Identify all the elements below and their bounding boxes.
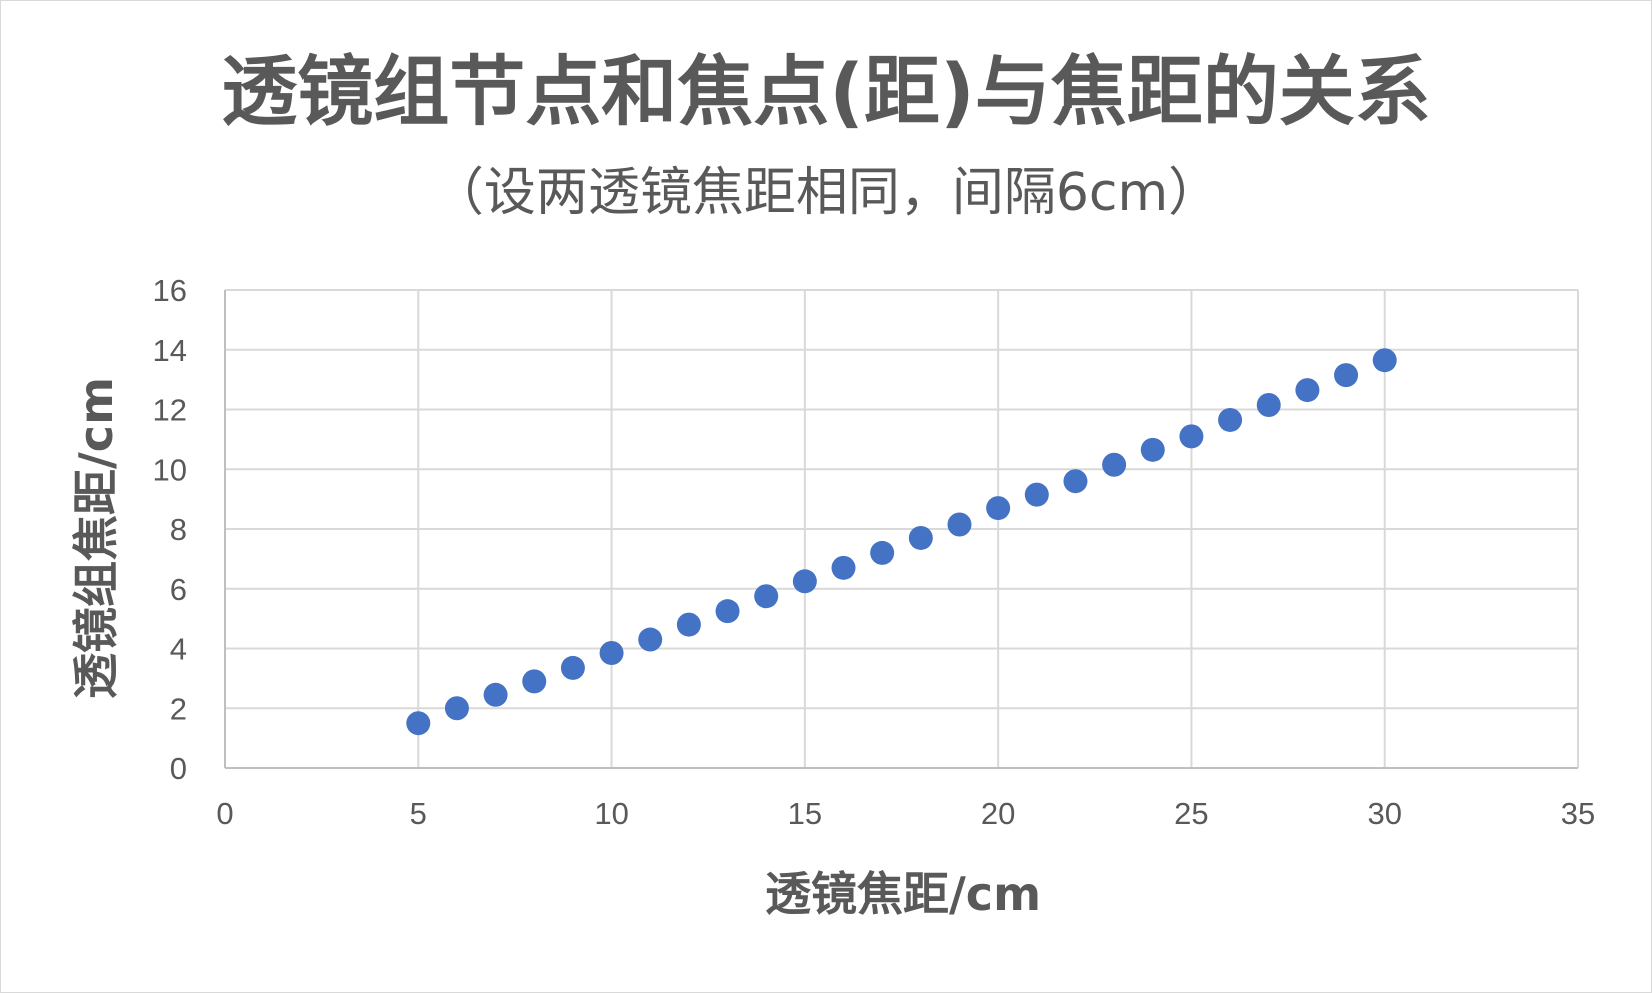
data-point xyxy=(522,669,547,694)
y-tick-label: 14 xyxy=(153,333,187,368)
x-tick-label: 0 xyxy=(216,796,233,831)
x-axis-title: 透镜焦距/cm xyxy=(765,867,1041,921)
y-tick-label: 0 xyxy=(170,751,187,786)
tick-labels: 0 2 4 6 8 10 12 14 16 0 5 10 15 20 25 30 35 xyxy=(153,273,1596,831)
data-series xyxy=(406,348,1397,736)
x-tick-label: 5 xyxy=(410,796,427,831)
data-point xyxy=(831,555,856,580)
x-tick-label: 20 xyxy=(981,796,1015,831)
data-point xyxy=(676,612,701,637)
data-point xyxy=(1218,407,1243,432)
y-tick-label: 16 xyxy=(153,273,187,308)
axes xyxy=(224,290,1578,769)
x-tick-label: 30 xyxy=(1367,796,1401,831)
data-point xyxy=(599,640,624,665)
data-point xyxy=(754,584,779,609)
data-point xyxy=(1102,452,1127,477)
y-tick-label: 8 xyxy=(170,512,187,547)
x-tick-label: 25 xyxy=(1174,796,1208,831)
data-point xyxy=(1140,437,1165,462)
data-point xyxy=(1179,424,1204,449)
data-point xyxy=(870,540,895,565)
chart-subtitle: （设两透镜焦距相同，间隔6cm） xyxy=(432,163,1220,223)
data-point xyxy=(908,525,933,550)
data-point xyxy=(1024,482,1049,507)
chart-title: 透镜组节点和焦点(距)与焦距的关系 xyxy=(221,47,1430,136)
x-tick-label: 10 xyxy=(594,796,628,831)
x-tick-label: 15 xyxy=(788,796,822,831)
x-tick-label: 35 xyxy=(1561,796,1595,831)
y-tick-label: 6 xyxy=(170,572,187,607)
data-point xyxy=(638,627,663,652)
y-tick-label: 12 xyxy=(153,393,187,428)
data-point xyxy=(483,682,508,707)
data-point xyxy=(715,599,740,624)
data-point xyxy=(560,655,585,680)
data-point xyxy=(406,711,431,736)
y-tick-label: 2 xyxy=(170,691,187,726)
data-point xyxy=(1256,393,1281,418)
data-point xyxy=(1372,348,1397,373)
y-tick-label: 4 xyxy=(170,632,187,667)
y-tick-label: 10 xyxy=(153,452,187,487)
data-point xyxy=(792,569,817,594)
data-point xyxy=(947,512,972,537)
y-axis-title: 透镜组焦距/cm xyxy=(69,377,123,699)
data-point xyxy=(1063,469,1088,494)
data-point xyxy=(1295,378,1320,403)
data-point xyxy=(444,696,469,721)
data-point xyxy=(1334,363,1359,388)
data-point xyxy=(986,496,1011,521)
